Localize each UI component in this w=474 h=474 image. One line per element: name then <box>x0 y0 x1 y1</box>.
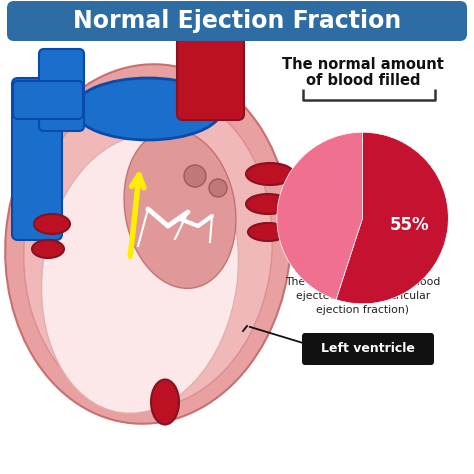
FancyBboxPatch shape <box>39 49 84 131</box>
FancyBboxPatch shape <box>302 333 434 365</box>
Text: Normal Ejection Fraction: Normal Ejection Fraction <box>73 9 401 33</box>
Ellipse shape <box>42 135 238 413</box>
Ellipse shape <box>246 194 290 214</box>
Text: The normal amount of blood
ejected (Left. ventricular
ejection fraction): The normal amount of blood ejected (Left… <box>285 277 441 315</box>
FancyBboxPatch shape <box>12 78 62 240</box>
FancyBboxPatch shape <box>177 36 244 120</box>
Ellipse shape <box>5 64 291 424</box>
Text: Left ventricle: Left ventricle <box>321 343 415 356</box>
Ellipse shape <box>248 223 288 241</box>
Text: 55%: 55% <box>389 217 429 235</box>
Ellipse shape <box>151 380 179 425</box>
Ellipse shape <box>124 129 236 288</box>
Text: of blood filled: of blood filled <box>306 73 420 88</box>
Ellipse shape <box>32 240 64 258</box>
Ellipse shape <box>34 214 70 234</box>
FancyBboxPatch shape <box>13 81 83 119</box>
Text: The normal amount: The normal amount <box>282 56 444 72</box>
Ellipse shape <box>74 78 222 140</box>
Circle shape <box>209 179 227 197</box>
Circle shape <box>184 165 206 187</box>
FancyBboxPatch shape <box>7 1 467 41</box>
Ellipse shape <box>24 89 273 409</box>
Ellipse shape <box>246 163 294 185</box>
Wedge shape <box>277 132 363 300</box>
Wedge shape <box>336 132 448 304</box>
